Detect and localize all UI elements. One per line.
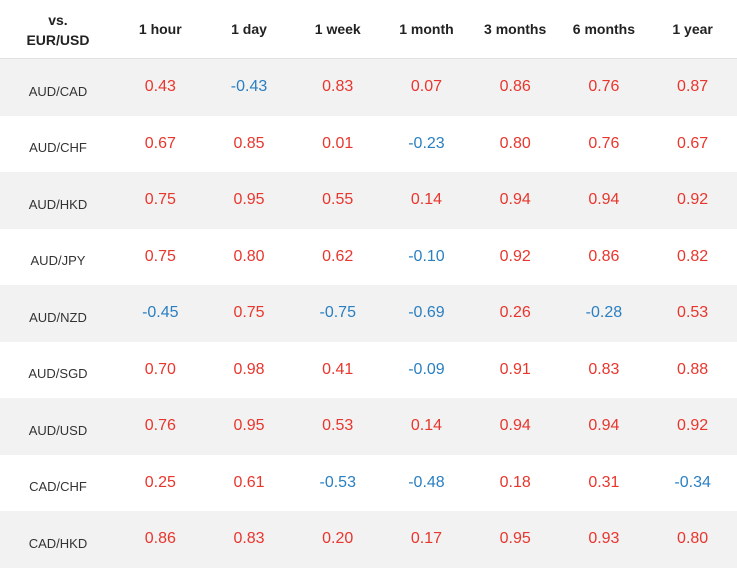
correlation-value: 0.80 bbox=[204, 228, 294, 285]
correlation-value: -0.09 bbox=[382, 341, 471, 398]
currency-pair-label[interactable]: AUD/USD bbox=[0, 398, 116, 455]
table-row[interactable]: AUD/CHF 0.67 0.85 0.01 -0.23 0.80 0.76 0.67 bbox=[0, 115, 737, 172]
correlation-value: 0.95 bbox=[204, 172, 294, 229]
correlation-value: 0.83 bbox=[204, 511, 294, 568]
correlation-value: 0.80 bbox=[470, 115, 560, 172]
correlation-value: 0.75 bbox=[204, 285, 294, 342]
period-header-1-month[interactable]: 1 month bbox=[382, 0, 471, 59]
currency-pair-label[interactable]: CAD/CHF bbox=[0, 454, 116, 511]
correlation-value: 0.67 bbox=[648, 115, 737, 172]
correlation-value: 0.83 bbox=[293, 58, 383, 116]
period-header-1-day[interactable]: 1 day bbox=[204, 0, 294, 59]
correlation-value: 0.76 bbox=[559, 115, 649, 172]
correlation-value: -0.10 bbox=[382, 228, 471, 285]
period-header-1-year[interactable]: 1 year bbox=[648, 0, 737, 59]
correlation-value: 0.20 bbox=[293, 511, 383, 568]
base-pair-header: vs. EUR/USD bbox=[0, 0, 116, 59]
correlation-value: -0.23 bbox=[382, 115, 471, 172]
correlation-value: 0.18 bbox=[470, 454, 560, 511]
correlation-value: 0.75 bbox=[115, 228, 205, 285]
correlation-value: -0.28 bbox=[559, 285, 649, 342]
table-row[interactable]: AUD/USD 0.76 0.95 0.53 0.14 0.94 0.94 0.92 bbox=[0, 398, 737, 455]
correlation-value: 0.70 bbox=[115, 341, 205, 398]
correlation-value: 0.53 bbox=[293, 398, 383, 455]
correlation-value: 0.94 bbox=[470, 172, 560, 229]
correlation-value: 0.01 bbox=[293, 115, 383, 172]
correlation-value: 0.94 bbox=[559, 172, 649, 229]
table-row[interactable]: AUD/NZD -0.45 0.75 -0.75 -0.69 0.26 -0.28 0.53 bbox=[0, 285, 737, 342]
table-row[interactable]: AUD/SGD 0.70 0.98 0.41 -0.09 0.91 0.83 0.88 bbox=[0, 341, 737, 398]
correlation-value: 0.86 bbox=[115, 511, 205, 568]
correlation-value: 0.95 bbox=[204, 398, 294, 455]
correlation-value: -0.53 bbox=[293, 454, 383, 511]
currency-pair-label[interactable]: AUD/CAD bbox=[0, 58, 116, 116]
correlation-value: 0.41 bbox=[293, 341, 383, 398]
correlation-value: 0.92 bbox=[648, 398, 737, 455]
correlation-value: 0.83 bbox=[559, 341, 649, 398]
correlation-value: 0.85 bbox=[204, 115, 294, 172]
header-row: vs. EUR/USD 1 hour 1 day 1 week 1 month … bbox=[0, 0, 737, 59]
correlation-value: 0.87 bbox=[648, 58, 737, 116]
currency-pair-label[interactable]: AUD/JPY bbox=[0, 228, 116, 285]
correlation-value: 0.17 bbox=[382, 511, 471, 568]
table-row[interactable]: AUD/HKD 0.75 0.95 0.55 0.14 0.94 0.94 0.92 bbox=[0, 172, 737, 229]
correlation-value: 0.95 bbox=[470, 511, 560, 568]
base-pair-vs-label: vs. bbox=[48, 12, 68, 28]
correlation-value: 0.07 bbox=[382, 58, 471, 116]
currency-pair-label[interactable]: AUD/NZD bbox=[0, 285, 116, 342]
period-header-1-hour[interactable]: 1 hour bbox=[115, 0, 205, 59]
correlation-value: 0.26 bbox=[470, 285, 560, 342]
correlation-value: 0.62 bbox=[293, 228, 383, 285]
correlation-value: 0.61 bbox=[204, 454, 294, 511]
correlation-value: 0.94 bbox=[559, 398, 649, 455]
correlation-value: 0.55 bbox=[293, 172, 383, 229]
correlation-value: 0.53 bbox=[648, 285, 737, 342]
correlation-value: -0.75 bbox=[293, 285, 383, 342]
correlation-value: 0.93 bbox=[559, 511, 649, 568]
correlation-value: 0.25 bbox=[115, 454, 205, 511]
period-header-1-week[interactable]: 1 week bbox=[293, 0, 383, 59]
period-header-6-months[interactable]: 6 months bbox=[559, 0, 649, 59]
correlation-value: -0.48 bbox=[382, 454, 471, 511]
correlation-value: 0.76 bbox=[115, 398, 205, 455]
correlation-value: 0.43 bbox=[115, 58, 205, 116]
base-pair-label: EUR/USD bbox=[26, 32, 90, 48]
correlation-value: 0.92 bbox=[470, 228, 560, 285]
correlation-value: 0.76 bbox=[559, 58, 649, 116]
correlation-value: -0.45 bbox=[115, 285, 205, 342]
correlation-value: 0.75 bbox=[115, 172, 205, 229]
correlation-value: 0.91 bbox=[470, 341, 560, 398]
correlation-value: 0.67 bbox=[115, 115, 205, 172]
table-row[interactable]: AUD/JPY 0.75 0.80 0.62 -0.10 0.92 0.86 0.82 bbox=[0, 228, 737, 285]
table-row[interactable]: AUD/CAD 0.43 -0.43 0.83 0.07 0.86 0.76 0.87 bbox=[0, 58, 737, 116]
correlation-value: 0.88 bbox=[648, 341, 737, 398]
correlation-value: 0.86 bbox=[470, 58, 560, 116]
correlation-value: 0.82 bbox=[648, 228, 737, 285]
period-header-3-months[interactable]: 3 months bbox=[470, 0, 560, 59]
correlation-value: 0.80 bbox=[648, 511, 737, 568]
currency-pair-label[interactable]: AUD/CHF bbox=[0, 115, 116, 172]
correlation-value: 0.14 bbox=[382, 398, 471, 455]
correlation-value: 0.94 bbox=[470, 398, 560, 455]
correlation-value: 0.98 bbox=[204, 341, 294, 398]
currency-pair-label[interactable]: CAD/HKD bbox=[0, 511, 116, 568]
currency-pair-label[interactable]: AUD/SGD bbox=[0, 341, 116, 398]
table-row[interactable]: CAD/CHF 0.25 0.61 -0.53 -0.48 0.18 0.31 -0.34 bbox=[0, 454, 737, 511]
correlation-value: 0.92 bbox=[648, 172, 737, 229]
correlation-value: 0.14 bbox=[382, 172, 471, 229]
correlation-value: -0.34 bbox=[648, 454, 737, 511]
correlation-value: -0.43 bbox=[204, 58, 294, 116]
correlation-value: -0.69 bbox=[382, 285, 471, 342]
correlation-value: 0.86 bbox=[559, 228, 649, 285]
correlation-value: 0.31 bbox=[559, 454, 649, 511]
table-body: AUD/CAD 0.43 -0.43 0.83 0.07 0.86 0.76 0.87 AUD/… bbox=[0, 58, 737, 568]
table-row[interactable]: CAD/HKD 0.86 0.83 0.20 0.17 0.95 0.93 0.80 bbox=[0, 511, 737, 568]
currency-pair-label[interactable]: AUD/HKD bbox=[0, 172, 116, 229]
